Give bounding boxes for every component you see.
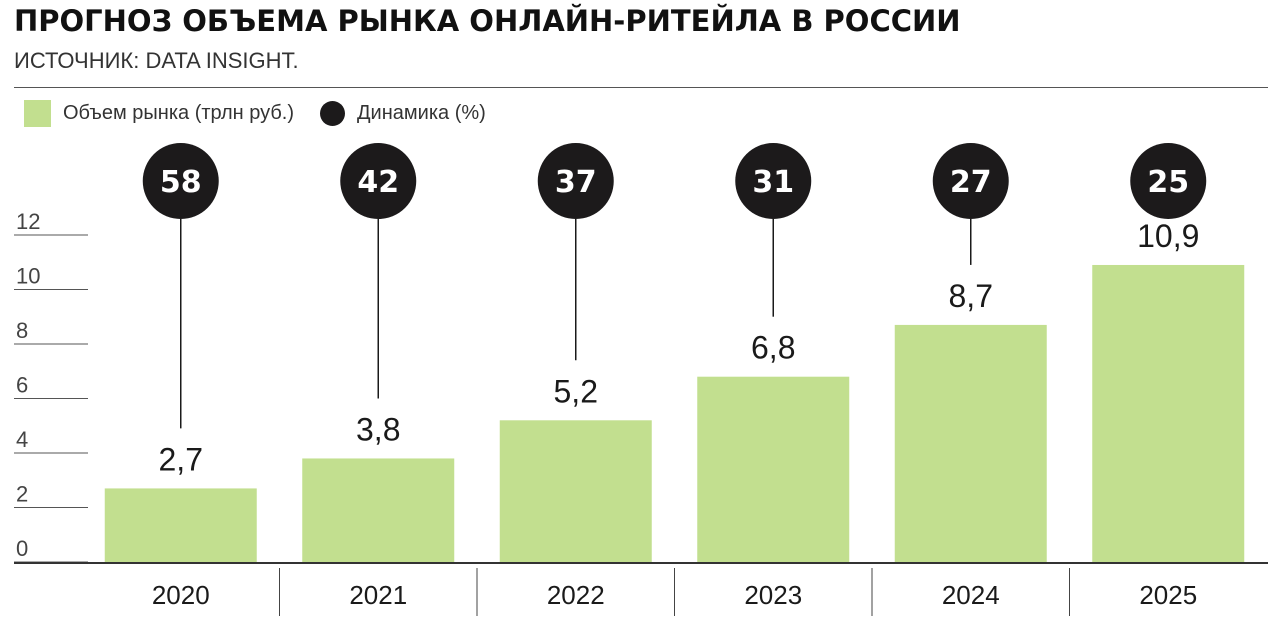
- y-tick-label: 6: [16, 373, 28, 398]
- bar-value-label: 3,8: [356, 411, 400, 447]
- x-tick-label: 2025: [1139, 580, 1197, 610]
- growth-circle-2022: [537, 143, 614, 219]
- chart-legend: Объем рынка (трлн руб.) Динамика (%): [24, 100, 512, 127]
- legend-label-growth: Динамика (%): [357, 102, 486, 124]
- y-tick-label: 12: [16, 209, 40, 234]
- x-tick-label: 2021: [349, 580, 407, 610]
- growth-value-label: 31: [752, 165, 794, 200]
- legend-item-volume: Объем рынка (трлн руб.): [24, 100, 294, 127]
- legend-label-volume: Объем рынка (трлн руб.): [63, 102, 295, 124]
- bar-2025: [1092, 264, 1245, 562]
- bar-value-label: 6,8: [751, 330, 795, 366]
- legend-swatch-volume: [24, 100, 51, 127]
- x-tick-label: 2024: [942, 580, 1000, 610]
- y-tick-label: 4: [16, 427, 28, 452]
- chart-source: ИСТОЧНИК: DATA INSIGHT.: [14, 48, 299, 73]
- growth-value-label: 25: [1147, 165, 1189, 200]
- y-tick-label: 10: [16, 264, 40, 289]
- bar-value-label: 5,2: [554, 373, 598, 409]
- legend-item-growth: Динамика (%): [320, 101, 486, 126]
- growth-value-label: 58: [160, 165, 202, 200]
- chart-title: ПРОГНОЗ ОБЪЕМА РЫНКА ОНЛАЙН-РИТЕЙЛА В РО…: [14, 4, 961, 38]
- bar-2020: [104, 488, 257, 562]
- x-tick-label: 2023: [744, 580, 802, 610]
- bar-2022: [499, 420, 652, 562]
- bar-2024: [894, 324, 1047, 562]
- legend-swatch-growth: [320, 101, 346, 126]
- y-tick-label: 2: [16, 482, 28, 507]
- growth-circle-2020: [142, 143, 219, 219]
- growth-value-label: 27: [950, 165, 992, 200]
- y-tick-label: 0: [16, 536, 28, 561]
- growth-circle-2024: [932, 143, 1009, 219]
- growth-circle-2023: [735, 143, 812, 219]
- growth-value-label: 42: [357, 165, 399, 200]
- bar-value-label: 10,9: [1137, 218, 1199, 254]
- growth-circle-2021: [340, 143, 417, 219]
- bar-value-label: 2,7: [159, 441, 203, 477]
- bar-2023: [697, 376, 850, 562]
- x-tick-label: 2022: [547, 580, 605, 610]
- x-tick-label: 2020: [152, 580, 210, 610]
- growth-circle-2025: [1130, 143, 1207, 219]
- growth-value-label: 37: [555, 165, 597, 200]
- y-tick-label: 8: [16, 318, 28, 343]
- bar-value-label: 8,7: [949, 278, 993, 314]
- header-divider: [14, 87, 1268, 88]
- bar-2021: [302, 458, 455, 562]
